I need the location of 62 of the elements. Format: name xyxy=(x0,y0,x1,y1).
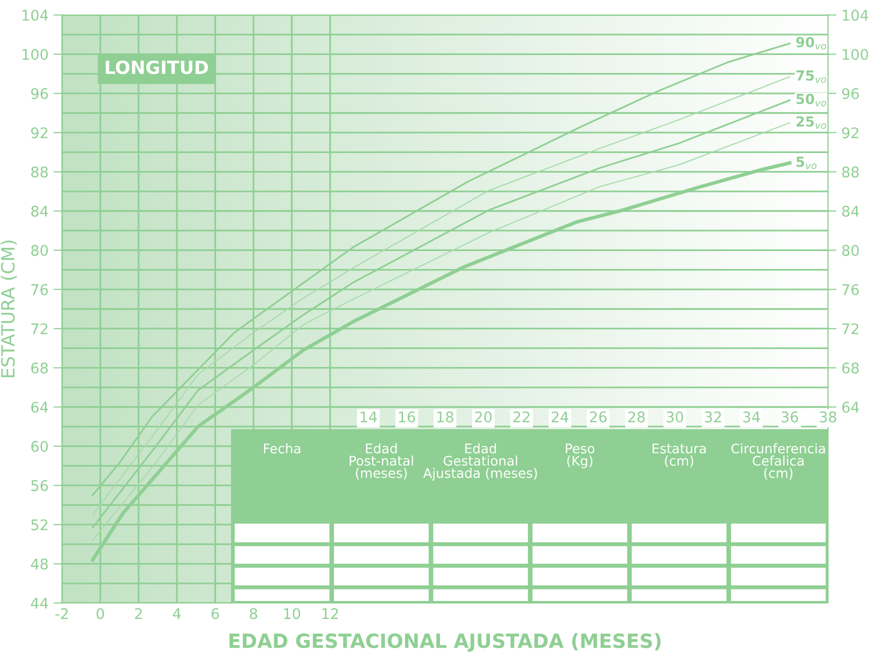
y2-tick-label: 80 xyxy=(842,244,859,256)
y-tick-label: 52 xyxy=(31,519,48,530)
x2-tick-label: 28 xyxy=(628,411,645,422)
annotation: Estatura (cm) xyxy=(652,444,706,468)
y-tick-label: 48 xyxy=(30,558,48,570)
y-tick-label: 100 xyxy=(22,48,48,60)
x-tick-label: 8 xyxy=(250,608,258,620)
x2-tick-label: 34 xyxy=(743,411,760,422)
y-tick-label: 80 xyxy=(31,244,48,256)
y2-tick-label: 72 xyxy=(842,323,858,334)
x2-tick-label: 30 xyxy=(666,411,684,422)
x2-tick-label: 26 xyxy=(590,411,607,422)
y-tick-label: 84 xyxy=(31,206,48,217)
x-tick-label: 4 xyxy=(172,608,181,619)
x-tick-label: 2 xyxy=(135,608,142,619)
y2-tick-label: 88 xyxy=(842,166,859,178)
x2-tick-label: 24 xyxy=(552,411,568,422)
y2-tick-label: 92 xyxy=(842,127,858,138)
x2-tick-label: 38 xyxy=(820,411,836,422)
y-tick-label: 92 xyxy=(31,127,48,138)
y-tick-label: 88 xyxy=(31,166,48,178)
annotation: Fecha xyxy=(264,443,300,454)
x2-tick-label: 20 xyxy=(475,411,492,422)
series-label: 90$_{vo}$ xyxy=(796,36,826,50)
y2-tick-label: 96 xyxy=(842,88,859,100)
annotation: Edad Post-natal (meses) xyxy=(350,443,413,480)
series-label: 50$_{vo}$ xyxy=(796,94,826,106)
x2-tick-label: 16 xyxy=(399,411,416,422)
x-tick-label: 6 xyxy=(212,608,219,620)
series-label: 5$_{vo}$ xyxy=(796,156,816,170)
text: LONGITUD xyxy=(106,60,208,74)
y2-tick-label: 64 xyxy=(842,402,859,413)
y2-tick-label: 104 xyxy=(842,10,868,21)
y2-tick-label: 68 xyxy=(842,362,859,374)
series-label: 75$_{vo}$ xyxy=(796,70,826,83)
y-tick-label: 72 xyxy=(31,323,48,334)
y-tick-label: 68 xyxy=(31,362,48,374)
y-tick-label: 64 xyxy=(31,402,48,413)
x-tick-label: 12 xyxy=(322,608,338,619)
x2-tick-label: 32 xyxy=(704,411,721,422)
x2-tick-label: 18 xyxy=(437,411,454,422)
y2-tick-label: 84 xyxy=(842,206,859,217)
x2-tick-label: 22 xyxy=(513,411,530,422)
annotation: Edad Gestational Ajustada (meses) xyxy=(423,443,537,481)
x2-tick-label: 36 xyxy=(782,411,798,422)
y-tick-label: 44 xyxy=(30,598,48,609)
annotation: Circunferencia Cefalica (cm) xyxy=(731,443,825,480)
x-tick-label: 10 xyxy=(284,608,300,620)
y-axis-title: ESTATURA (CM) xyxy=(0,240,17,378)
series-label: 25$_{vo}$ xyxy=(796,116,826,129)
x-axis-title: EDAD GESTACIONAL AJUSTADA (MESES) xyxy=(230,633,661,652)
annotation: Peso (Kg) xyxy=(566,444,594,468)
y-tick-label: 76 xyxy=(31,284,48,296)
y-tick-label: 56 xyxy=(31,480,48,492)
x-tick-label: -2 xyxy=(55,608,68,619)
x-tick-label: 0 xyxy=(96,608,104,620)
y-tick-label: 60 xyxy=(31,440,48,452)
y2-tick-label: 76 xyxy=(842,284,859,296)
y2-tick-label: 100 xyxy=(842,48,868,60)
x2-tick-label: 14 xyxy=(360,412,377,422)
y-tick-label: 96 xyxy=(31,88,48,100)
y-tick-label: 104 xyxy=(22,10,48,21)
